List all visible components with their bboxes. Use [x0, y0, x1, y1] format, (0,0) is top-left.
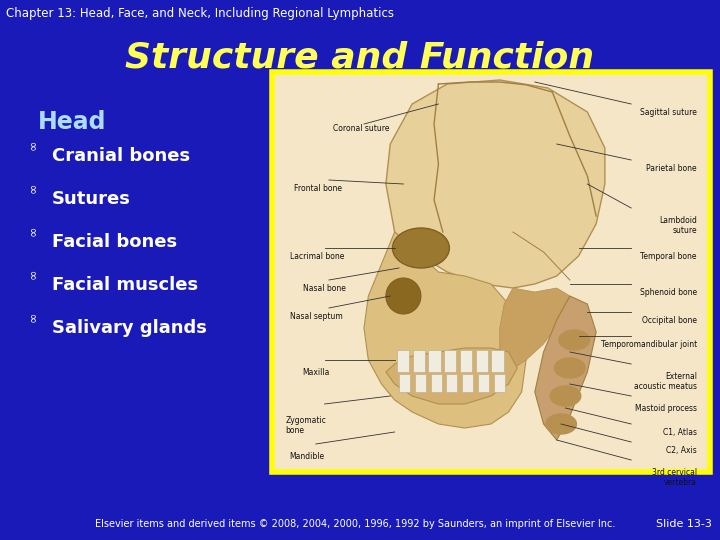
Text: Facial bones: Facial bones [52, 233, 177, 251]
FancyBboxPatch shape [272, 72, 710, 472]
Text: Cranial bones: Cranial bones [52, 147, 190, 165]
Text: Structure and Function: Structure and Function [125, 40, 595, 74]
Text: Sutures: Sutures [52, 190, 131, 208]
Text: Slide 13-3: Slide 13-3 [656, 519, 712, 529]
Text: ∞: ∞ [25, 140, 38, 150]
Text: ∞: ∞ [25, 312, 38, 322]
Text: ∞: ∞ [25, 226, 38, 236]
Text: Elsevier items and derived items © 2008, 2004, 2000, 1996, 1992 by Saunders, an : Elsevier items and derived items © 2008,… [95, 519, 615, 529]
Text: Facial muscles: Facial muscles [52, 276, 198, 294]
Text: ∞: ∞ [25, 269, 38, 279]
Text: Chapter 13: Head, Face, and Neck, Including Regional Lymphatics: Chapter 13: Head, Face, and Neck, Includ… [6, 7, 394, 20]
Text: Head: Head [38, 110, 107, 134]
Text: ∞: ∞ [25, 183, 38, 193]
Text: Salivary glands: Salivary glands [52, 319, 207, 337]
